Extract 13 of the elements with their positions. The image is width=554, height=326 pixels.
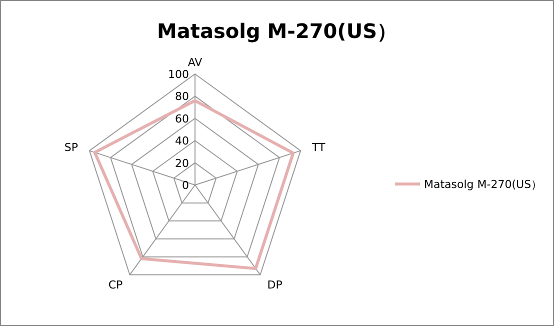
y-tick-label: 20: [175, 156, 189, 170]
chart-title: Matasolg M-270(US）: [157, 19, 397, 43]
legend-label: Matasolg M-270(US）: [424, 178, 542, 191]
spoke-label: DP: [267, 278, 283, 292]
y-tick-label: 40: [175, 134, 189, 148]
spoke-label: AV: [188, 56, 203, 69]
spoke-label: TT: [310, 140, 326, 154]
y-tick-label: 100: [168, 68, 189, 81]
spoke-label: CP: [108, 278, 124, 292]
y-tick-label: 0: [182, 179, 189, 192]
spoke-label: SP: [64, 140, 78, 154]
y-tick-label: 60: [175, 112, 189, 126]
y-tick-label: 80: [175, 90, 189, 104]
